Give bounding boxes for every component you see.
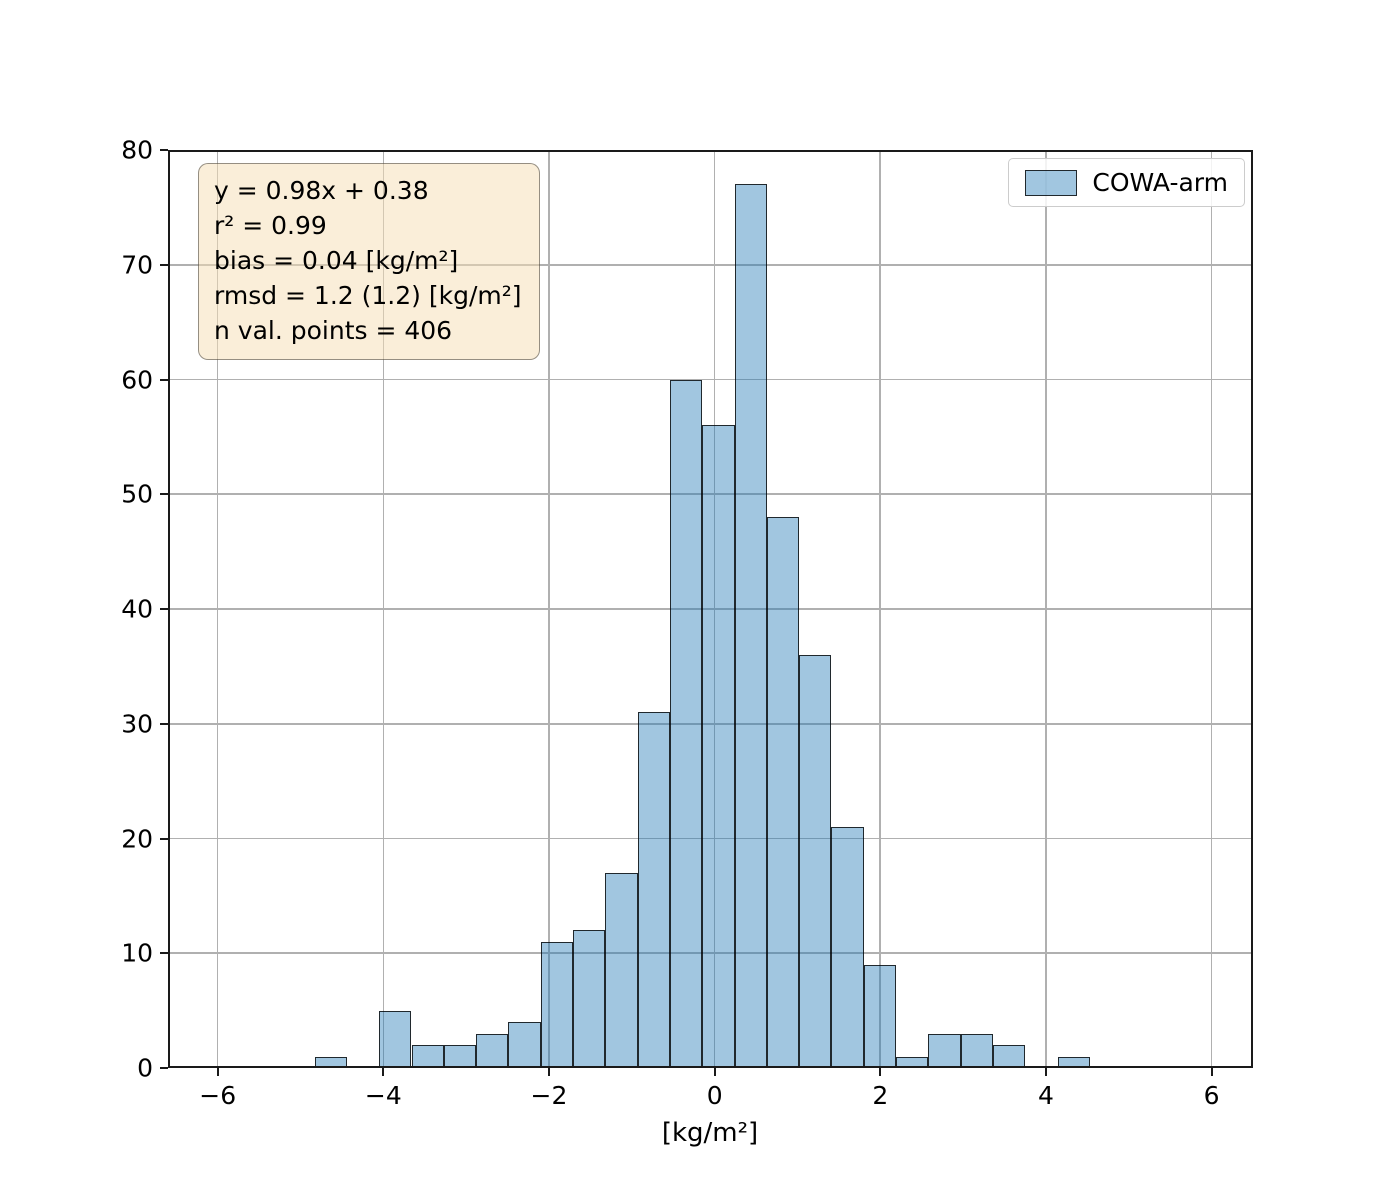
histogram-bar bbox=[702, 425, 735, 1068]
histogram-bar bbox=[831, 827, 864, 1068]
x-tick-mark bbox=[879, 1068, 882, 1076]
legend-patch-icon bbox=[1025, 169, 1078, 196]
histogram-bar bbox=[669, 379, 703, 1068]
histogram-bars-layer bbox=[168, 150, 1253, 1068]
plot-area: y = 0.98x + 0.38 r² = 0.99 bias = 0.04 [… bbox=[168, 150, 1253, 1068]
x-tick-mark bbox=[382, 1068, 385, 1076]
y-tick-mark bbox=[160, 493, 168, 496]
gridline-horizontal bbox=[168, 263, 1253, 266]
histogram-bar bbox=[863, 964, 897, 1068]
y-tick-mark bbox=[160, 837, 168, 840]
y-tick-mark bbox=[160, 263, 168, 266]
y-tick-label: 20 bbox=[121, 824, 153, 853]
x-tick-mark bbox=[1044, 1068, 1047, 1076]
y-tick-label: 10 bbox=[121, 938, 153, 968]
y-tick-mark bbox=[160, 378, 168, 381]
y-tick-label: 50 bbox=[121, 479, 153, 509]
gridline-horizontal bbox=[168, 837, 1253, 840]
x-axis-label: [kg/m²] bbox=[661, 1118, 759, 1148]
gridline-horizontal bbox=[168, 493, 1253, 496]
x-tick-mark bbox=[216, 1068, 219, 1076]
histogram-bar bbox=[799, 654, 832, 1068]
y-tick-mark bbox=[160, 952, 168, 955]
stats-annotation-box: y = 0.98x + 0.38 r² = 0.99 bias = 0.04 [… bbox=[198, 163, 540, 360]
x-tick-mark bbox=[1210, 1068, 1213, 1076]
x-tick-label: 4 bbox=[1037, 1081, 1054, 1110]
y-tick-mark bbox=[160, 722, 168, 725]
histogram-bar bbox=[508, 1022, 541, 1068]
legend-label: COWA-arm bbox=[1092, 168, 1228, 197]
x-tick-label: −6 bbox=[199, 1081, 237, 1110]
x-tick-label: −2 bbox=[530, 1081, 568, 1110]
x-tick-label: 2 bbox=[872, 1081, 889, 1110]
y-tick-label: 30 bbox=[121, 709, 153, 739]
gridline-horizontal bbox=[168, 722, 1253, 725]
y-tick-mark bbox=[160, 608, 168, 610]
x-tick-label: −4 bbox=[364, 1081, 402, 1110]
y-tick-label: 40 bbox=[121, 594, 153, 624]
legend: COWA-arm bbox=[1008, 158, 1245, 207]
stats-line-equation: y = 0.98x + 0.38 bbox=[214, 176, 429, 205]
y-tick-mark bbox=[160, 149, 168, 151]
y-tick-mark bbox=[160, 1067, 168, 1069]
x-tick-label: 6 bbox=[1203, 1081, 1220, 1110]
histogram-bar bbox=[605, 872, 638, 1068]
histogram-bar bbox=[540, 941, 573, 1068]
stats-line-n-points: n val. points = 406 bbox=[214, 316, 453, 345]
stats-line-bias: bias = 0.04 [kg/m²] bbox=[214, 246, 459, 275]
x-tick-mark bbox=[547, 1068, 550, 1076]
y-tick-label: 0 bbox=[137, 1053, 153, 1083]
histogram-bar bbox=[573, 930, 606, 1068]
x-tick-label: 0 bbox=[706, 1081, 723, 1110]
histogram-bar bbox=[637, 712, 670, 1068]
y-tick-label: 70 bbox=[121, 250, 153, 280]
y-tick-label: 60 bbox=[121, 365, 153, 394]
gridline-horizontal bbox=[168, 952, 1253, 955]
x-tick-mark bbox=[713, 1068, 716, 1076]
histogram-bar bbox=[734, 184, 767, 1068]
stats-line-r-squared: r² = 0.99 bbox=[214, 211, 327, 240]
y-tick-label: 80 bbox=[121, 135, 153, 165]
gridline-horizontal bbox=[168, 608, 1253, 610]
stats-line-rmsd: rmsd = 1.2 (1.2) [kg/m²] bbox=[214, 281, 522, 310]
gridline-horizontal bbox=[168, 378, 1253, 381]
histogram-bar bbox=[379, 1010, 412, 1068]
